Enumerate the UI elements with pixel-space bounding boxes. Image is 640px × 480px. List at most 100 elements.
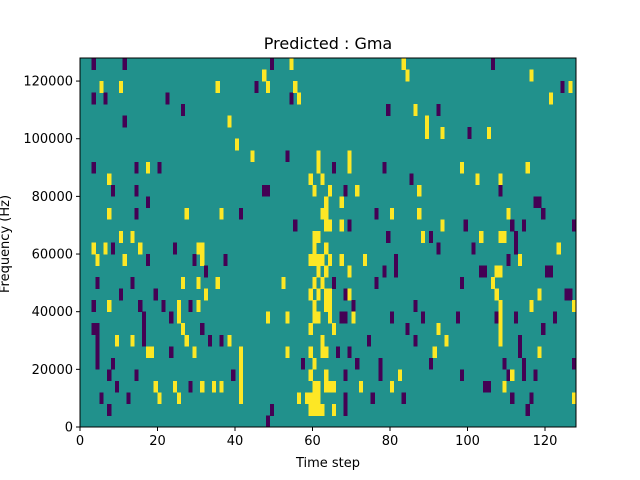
y-axis: 0 20000 40000 60000 80000 100000 120000 <box>23 75 80 436</box>
heatmap-cell-low <box>293 219 298 232</box>
heatmap-cell-low <box>219 334 224 347</box>
heatmap-cell-high <box>548 92 554 105</box>
heatmap-cell-low <box>111 184 116 197</box>
heatmap-cell-low <box>254 81 259 93</box>
heatmap-cell-low <box>130 277 135 289</box>
heatmap-cell-low <box>366 334 371 347</box>
x-tick-label: 20 <box>149 434 166 449</box>
heatmap-cell-low <box>409 173 414 186</box>
heatmap-cell-low <box>347 219 352 232</box>
heatmap-cell-high <box>122 254 127 266</box>
heatmap-cell-high <box>99 81 104 93</box>
heatmap-cell-high <box>401 58 406 70</box>
heatmap-cell-high <box>238 369 244 382</box>
plot-area <box>79 57 577 428</box>
heatmap-cell-low <box>289 92 294 105</box>
heatmap-cell-high <box>316 254 321 266</box>
heatmap-cell-high <box>118 81 123 93</box>
heatmap-cell-high <box>312 380 317 393</box>
heatmap-cell-high <box>502 380 507 393</box>
heatmap-cell-high <box>215 81 220 93</box>
heatmap-cell-high <box>308 403 313 416</box>
heatmap-cell-high <box>556 242 561 255</box>
heatmap-cell-high <box>227 115 232 128</box>
heatmap-cell-low <box>188 300 193 312</box>
heatmap-cell-low <box>405 323 410 336</box>
heatmap-cell-high <box>157 392 162 405</box>
heatmap-cell-low <box>355 357 360 370</box>
heatmap-cell-high <box>308 392 313 405</box>
heatmap-cell-high <box>324 288 329 301</box>
heatmap-cell-high <box>316 380 321 393</box>
heatmap-cell-high <box>328 219 333 232</box>
heatmap-cell-high <box>572 392 577 405</box>
heatmap-cell-low <box>506 369 511 382</box>
heatmap-cell-high <box>347 161 352 174</box>
heatmap-cell-high <box>324 196 329 209</box>
heatmap-cell-high <box>316 161 321 174</box>
heatmap-cell-high <box>285 311 290 324</box>
heatmap-cell-low <box>541 207 546 220</box>
x-axis: 0 20 40 60 80 100 120 <box>76 427 557 449</box>
heatmap-cell-high <box>324 346 329 359</box>
heatmap-cell-low <box>99 392 104 405</box>
heatmap-cell-low <box>568 288 573 301</box>
heatmap-cell-high <box>312 300 317 312</box>
heatmap-cell-low <box>223 254 228 266</box>
heatmap-cell-high <box>238 392 244 405</box>
heatmap-cell-high <box>235 138 240 151</box>
heatmap-cell-low <box>95 277 100 289</box>
heatmap-cell-low <box>285 150 290 163</box>
heatmap-cell-low <box>560 81 565 93</box>
heatmap-cell-high <box>320 346 325 359</box>
heatmap-cell-low <box>552 311 557 324</box>
heatmap-cell-low <box>91 58 96 70</box>
heatmap-cell-low <box>91 300 96 312</box>
heatmap-cell-high <box>331 403 337 416</box>
heatmap-cell-low <box>370 392 375 405</box>
heatmap-cell-low <box>386 104 391 116</box>
heatmap-cell-high <box>316 403 321 416</box>
heatmap-cell-low <box>331 277 337 289</box>
heatmap-cell-low <box>204 265 209 278</box>
heatmap-cell-high <box>347 150 352 163</box>
y-tick-label: 0 <box>65 421 73 436</box>
plot-frame <box>79 57 577 428</box>
heatmap-cell-high <box>316 150 321 163</box>
heatmap-cell-high <box>475 173 480 186</box>
heatmap-cell-high <box>328 288 333 301</box>
heatmap-cell-low <box>572 219 577 232</box>
heatmap-cell-low <box>331 161 337 174</box>
heatmap-cell-high <box>529 69 534 82</box>
heatmap-cell-low <box>521 357 526 370</box>
heatmap-cell-high <box>320 334 325 347</box>
heatmap-cell-low <box>548 265 554 278</box>
heatmap-cell-low <box>343 311 348 324</box>
heatmap-cell-high <box>200 242 205 255</box>
heatmap-cell-low <box>207 334 213 347</box>
heatmap-cell-high <box>192 346 197 359</box>
heatmap-cell-low <box>122 115 127 128</box>
heatmap-cell-high <box>347 265 352 278</box>
heatmap-cell-low <box>529 392 534 405</box>
heatmap-cell-high <box>320 277 325 289</box>
heatmap-cell-high <box>498 300 503 312</box>
heatmap-cell-low <box>169 346 174 359</box>
heatmap-cell-low <box>413 300 418 312</box>
heatmap-cell-low <box>142 334 147 347</box>
heatmap-cell-high <box>498 230 503 243</box>
heatmap-cell-low <box>192 254 197 266</box>
heatmap-cell-high <box>572 300 577 312</box>
heatmap-cell-high <box>397 369 402 382</box>
heatmap-cell-high <box>424 115 430 128</box>
heatmap-cell-high <box>145 161 151 174</box>
heatmap-cell-low <box>138 300 143 312</box>
heatmap-cell-low <box>343 288 348 301</box>
heatmap-cell-low <box>266 415 271 428</box>
heatmap-cell-high <box>227 334 232 347</box>
heatmap-cell-low <box>374 207 379 220</box>
heatmap-cell-high <box>91 242 96 255</box>
y-tick-label: 80000 <box>32 190 73 205</box>
heatmap-cell-high <box>502 230 507 243</box>
heatmap-cell-high <box>479 230 484 243</box>
